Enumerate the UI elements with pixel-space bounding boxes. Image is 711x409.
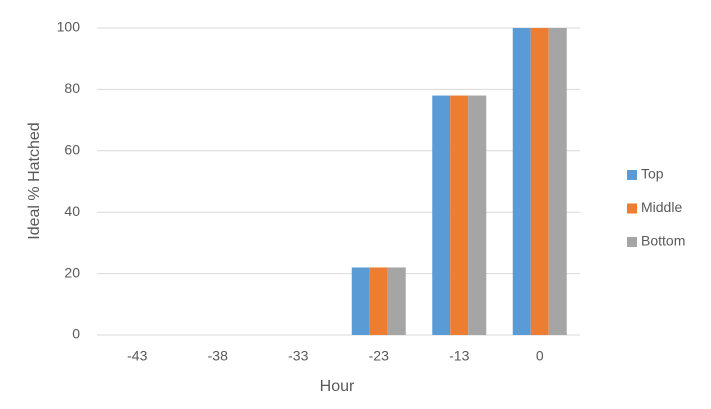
bar [369, 267, 388, 335]
x-tick-label: -33 [288, 348, 308, 364]
y-tick-label: 20 [64, 264, 80, 280]
x-tick-label: 0 [536, 348, 544, 364]
legend-label: Bottom [641, 233, 685, 249]
y-tick-label: 100 [57, 19, 81, 35]
x-tick-label: -38 [208, 348, 228, 364]
x-tick-label: -43 [127, 348, 147, 364]
x-axis-title: Hour [320, 378, 355, 395]
legend-label: Top [641, 166, 664, 182]
bar [450, 95, 469, 335]
y-tick-label: 0 [72, 326, 80, 342]
bar [530, 28, 549, 335]
x-tick-label: -23 [369, 348, 389, 364]
legend-swatch [627, 237, 637, 247]
bar [432, 95, 451, 335]
bar [351, 267, 370, 335]
y-tick-label: 80 [64, 80, 80, 96]
y-tick-label: 40 [64, 203, 80, 219]
y-axis-title: Ideal % Hatched [26, 122, 43, 239]
bar [468, 95, 487, 335]
x-tick-label: -13 [449, 348, 469, 364]
bar [548, 28, 567, 335]
legend-swatch [627, 203, 637, 214]
bar [512, 28, 531, 335]
y-tick-label: 60 [64, 142, 80, 158]
bar [387, 267, 406, 335]
legend-swatch [627, 170, 637, 180]
legend-label: Middle [641, 199, 682, 215]
